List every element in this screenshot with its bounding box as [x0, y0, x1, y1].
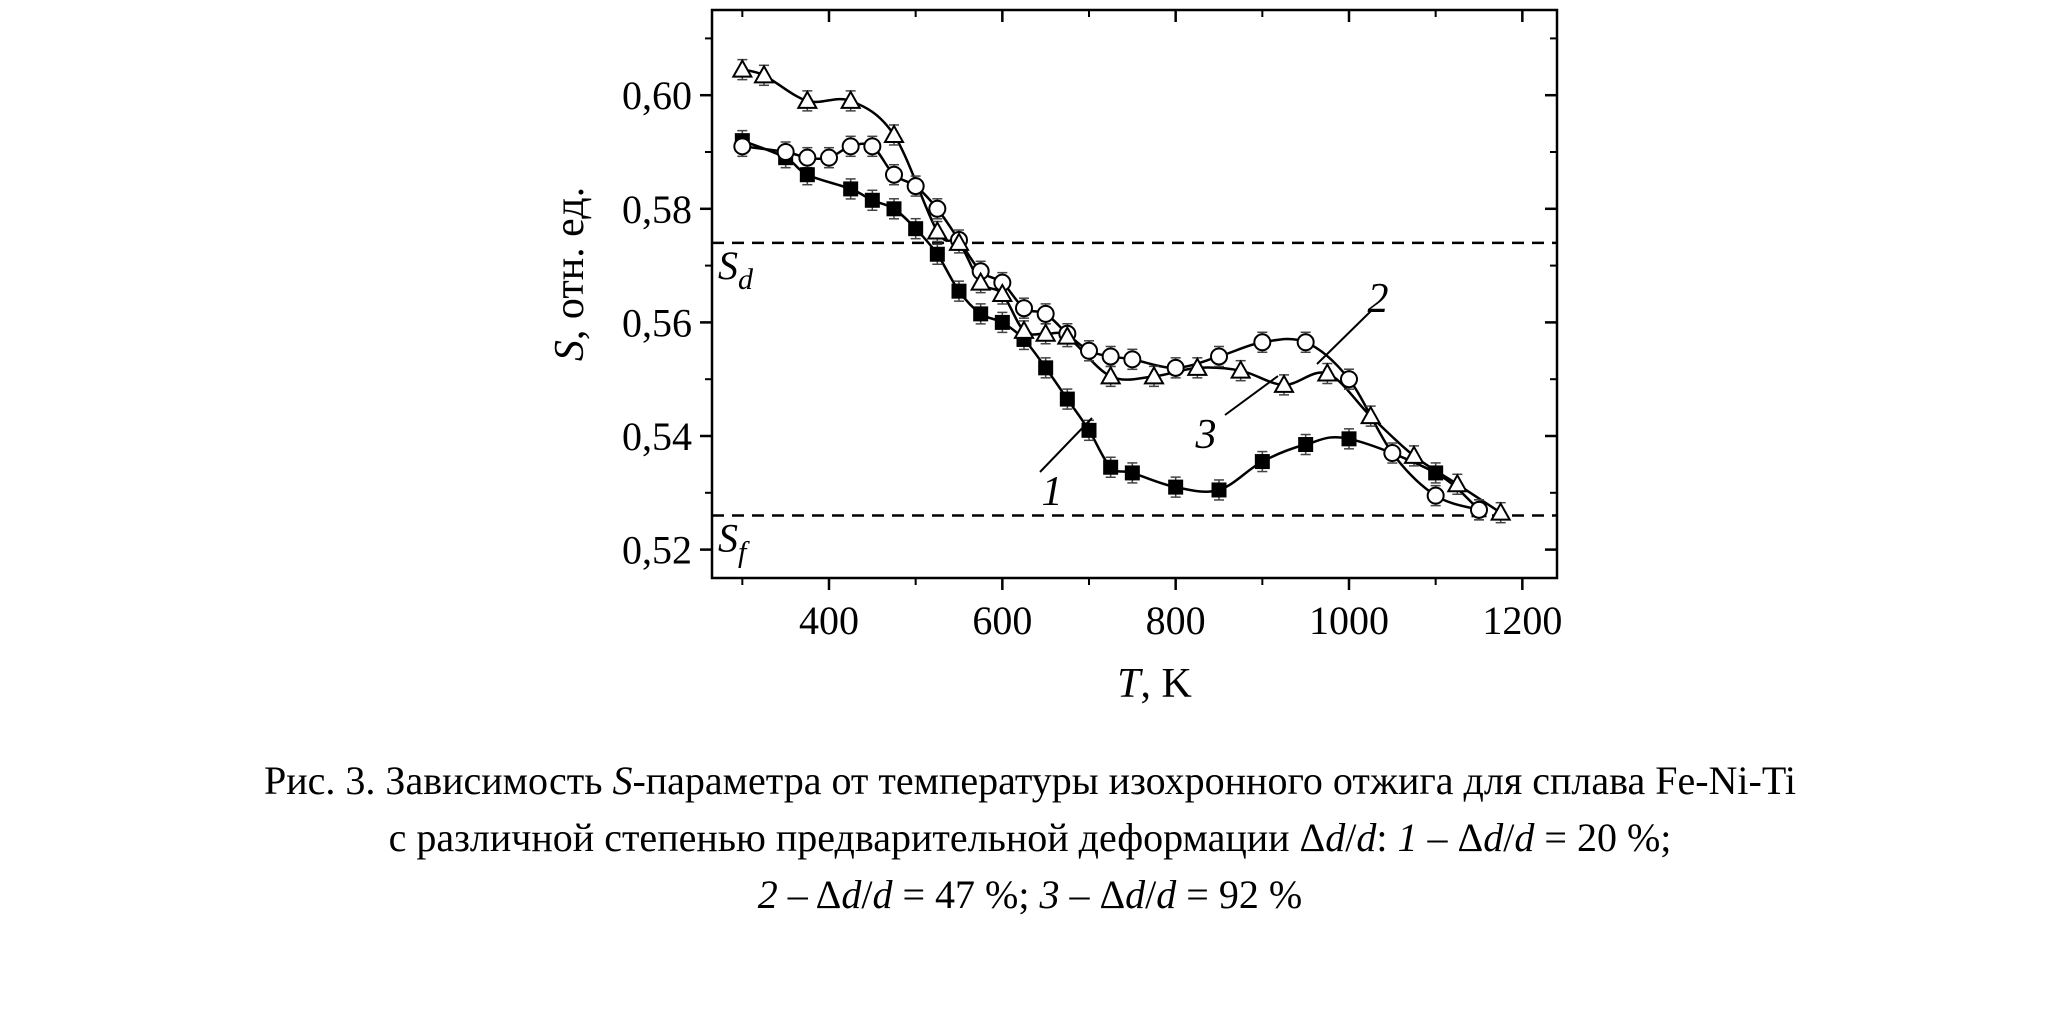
series-2-point	[1470, 500, 1488, 519]
x-axis-title: T, K	[1117, 661, 1192, 707]
curve-2-leader	[1316, 309, 1373, 365]
series-1-point	[1168, 479, 1184, 495]
series-2-point	[733, 137, 752, 156]
series-2-point	[885, 165, 903, 184]
series-3-point	[1143, 365, 1165, 385]
series-1-point	[1059, 391, 1075, 407]
series-2-point	[863, 137, 882, 156]
x-tick-label: 600	[972, 598, 1032, 643]
series-2-point	[798, 148, 817, 167]
curve-1-leader	[1039, 417, 1093, 473]
x-tick-label: 1000	[1309, 598, 1389, 643]
series-3-point	[753, 64, 775, 84]
series-1-point	[1081, 422, 1097, 438]
curve-2-label: 2	[1368, 276, 1389, 322]
series-1-point	[1298, 437, 1314, 453]
series-3-point	[991, 282, 1014, 302]
series-2-point	[1210, 347, 1228, 366]
series-3-point	[1186, 356, 1209, 376]
y-tick-label: 0,60	[622, 73, 692, 118]
labels: 400 600 800 1000 1200 0,52 0,54 0,56 0,58 0,60 T, …	[547, 73, 1562, 707]
series-2-point	[776, 143, 795, 161]
axes	[700, 8, 1559, 590]
series-1-point	[1341, 431, 1357, 447]
caption-line-2: с различной степенью предварительной деф…	[388, 815, 1672, 860]
figure-caption: Рис. 3. Зависимость S-параметра от темпе…	[0, 752, 2060, 923]
series-3-point	[1013, 319, 1035, 339]
series-2-point	[1080, 341, 1098, 360]
series-1-point	[994, 314, 1010, 330]
series-2-point	[928, 199, 947, 218]
y-tick-label: 0,58	[622, 187, 692, 232]
series-1-point	[951, 283, 967, 299]
series-1-point	[1124, 465, 1140, 481]
series-3-point	[1446, 473, 1469, 493]
s-parameter-chart: 400 600 800 1000 1200 0,52 0,54 0,56 0,58 0,60 T, …	[547, 8, 1562, 707]
markers	[731, 58, 1512, 521]
series-2-point	[1015, 299, 1033, 318]
series-3-point	[1359, 405, 1382, 425]
series-2-point	[1296, 333, 1315, 352]
series-3-point	[1034, 322, 1057, 342]
x-tick-label: 1200	[1482, 598, 1562, 643]
series-2-point	[1166, 358, 1185, 377]
reference-label-d: Sd	[718, 243, 754, 296]
y-tick-label: 0,52	[622, 528, 692, 573]
series-3-point	[1403, 444, 1425, 464]
curve-3-label: 3	[1195, 412, 1217, 458]
series-1-point	[1103, 459, 1119, 475]
series-1-point	[908, 221, 924, 237]
series-3-point	[839, 89, 862, 109]
series-1-point	[864, 192, 880, 208]
y-axis-title: S, отн. ед.	[547, 187, 593, 361]
series-1-point	[1428, 465, 1444, 481]
series-1-point	[1211, 482, 1227, 498]
series-3-point	[1316, 362, 1339, 382]
series-2-point	[1101, 347, 1120, 366]
series-2-point	[1340, 370, 1358, 389]
series-3-point	[1056, 325, 1079, 345]
caption-line-3: 2 – Δd/d = 47 %; 3 – Δd/d = 92 %	[757, 872, 1303, 917]
series-3-point	[1489, 501, 1512, 521]
curve-1-label: 1	[1042, 469, 1063, 515]
series-1-point	[886, 201, 902, 217]
y-tick-label: 0,54	[622, 414, 692, 459]
reference-lines	[712, 241, 1557, 517]
series-2-point	[1253, 333, 1272, 352]
reference-label-f: Sf	[718, 516, 750, 569]
series-1-point	[973, 306, 989, 322]
series-2-point	[1426, 486, 1445, 505]
series-1-point	[1038, 360, 1054, 376]
plot-frame	[710, 8, 1559, 580]
x-tick-label: 400	[799, 598, 859, 643]
series-1-point	[843, 181, 859, 197]
caption-line-1: Рис. 3. Зависимость S-параметра от темпе…	[264, 758, 1796, 803]
series-3-point	[883, 123, 905, 143]
series-3-point	[731, 58, 754, 78]
series-3-point	[948, 231, 970, 251]
series-3-point	[1273, 373, 1295, 393]
series-1-point	[929, 246, 945, 262]
series-3-point	[1099, 365, 1122, 385]
series-3-point	[926, 220, 949, 240]
series-2-point	[820, 148, 838, 167]
y-tick-label: 0,56	[622, 300, 692, 345]
series-2-point	[1123, 350, 1142, 369]
series-3-point	[1229, 359, 1252, 379]
series-3-point	[796, 89, 819, 109]
series-2-point	[1383, 444, 1402, 463]
series-1-point	[1254, 454, 1270, 470]
series-1-point	[799, 167, 815, 183]
series-3-point	[969, 271, 992, 291]
x-tick-label: 800	[1146, 598, 1206, 643]
series-2-point	[841, 137, 860, 156]
series-2-point	[906, 177, 925, 196]
series-2-point	[1036, 304, 1055, 323]
curve-3-leader	[1224, 375, 1279, 416]
